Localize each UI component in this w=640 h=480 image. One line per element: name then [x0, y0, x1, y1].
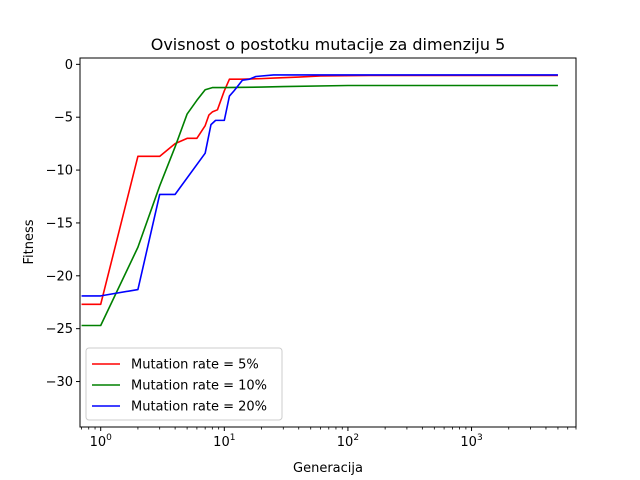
y-tick-label: 0 — [65, 58, 73, 73]
series-line-2 — [81, 84, 558, 327]
series-line-1 — [81, 74, 558, 306]
legend-label-2: Mutation rate = 10% — [131, 379, 267, 394]
plot-area-frame — [79, 57, 577, 428]
chart-title: Ovisnost o postotku mutacije za dimenzij… — [151, 35, 506, 54]
x-tick-label: 101 — [213, 433, 235, 450]
legend: Mutation rate = 5% Mutation rate = 10% Mut… — [85, 347, 283, 421]
y-tick-label: −5 — [54, 111, 73, 126]
legend-frame — [85, 347, 283, 421]
x-tick-label: 100 — [90, 433, 113, 450]
legend-label-3: Mutation rate = 20% — [131, 400, 267, 415]
x-tick-label: 103 — [460, 433, 482, 450]
y-tick-label: −30 — [46, 375, 73, 390]
legend-label-1: Mutation rate = 5% — [131, 358, 259, 373]
x-tick-label: 102 — [337, 433, 359, 450]
y-tick-label: −15 — [46, 216, 73, 231]
y-axis-label: Fitness — [22, 219, 37, 264]
y-tick-label: −25 — [46, 322, 73, 337]
y-tick-label: −10 — [46, 164, 73, 179]
series-line-3 — [81, 74, 558, 297]
x-axis-label: Generacija — [293, 461, 363, 476]
y-tick-label: −20 — [46, 269, 73, 284]
series-layer — [81, 74, 558, 327]
axes-layer: 0 −5 −10 −15 −20 −25 −30 100 101 102 103 — [46, 58, 577, 450]
